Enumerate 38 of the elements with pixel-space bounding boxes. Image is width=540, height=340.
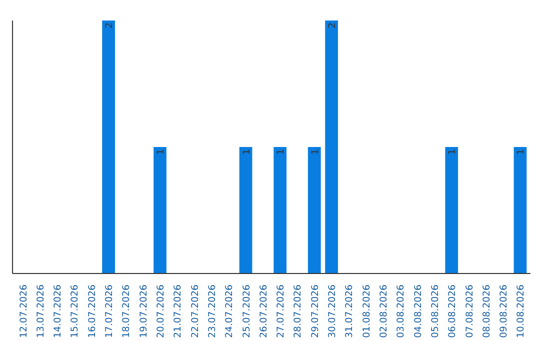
x-tick-label: 15.07.2026 — [70, 284, 81, 338]
x-tick-label: 14.07.2026 — [52, 284, 64, 338]
x-tick-label: 26.07.2026 — [258, 284, 270, 338]
x-tick-label: 13.07.2026 — [35, 284, 46, 338]
x-tick-label: 30.07.2026 — [327, 284, 338, 338]
data-label: 1 — [276, 148, 287, 155]
data-label: 2 — [104, 22, 116, 28]
x-tick-label: 12.07.2026 — [18, 284, 30, 338]
x-tick-label: 31.07.2026 — [344, 284, 356, 338]
data-label: 1 — [156, 148, 167, 155]
x-tick-label: 20.07.2026 — [156, 284, 167, 338]
x-tick-label: 19.07.2026 — [138, 284, 150, 338]
x-tick-label: 27.07.2026 — [276, 284, 287, 338]
x-tick-label: 08.08.2026 — [481, 284, 492, 338]
x-tick-label: 10.08.2026 — [516, 284, 527, 338]
x-tick-label: 01.08.2026 — [361, 284, 372, 338]
x-tick-label: 05.08.2026 — [430, 284, 441, 338]
x-tick-label: 09.08.2026 — [498, 284, 510, 338]
x-tick-label: 24.07.2026 — [224, 284, 236, 338]
x-tick-label: 22.07.2026 — [190, 284, 201, 338]
x-tick-label: 17.07.2026 — [104, 284, 116, 338]
x-tick-label: 07.08.2026 — [464, 284, 476, 338]
x-tick-label: 06.08.2026 — [447, 284, 458, 338]
x-tick-label: 23.07.2026 — [206, 284, 218, 338]
x-tick-label: 25.07.2026 — [241, 284, 252, 338]
data-label: 1 — [516, 148, 527, 155]
data-label: 1 — [241, 148, 252, 155]
x-tick-label: 03.08.2026 — [396, 284, 407, 338]
x-tick-label: 04.08.2026 — [412, 284, 424, 338]
x-tick-label: 28.07.2026 — [292, 284, 304, 338]
data-label: 1 — [447, 148, 458, 155]
x-tick-label: 16.07.2026 — [86, 284, 98, 338]
data-label: 1 — [310, 148, 321, 155]
x-tick-label: 29.07.2026 — [310, 284, 321, 338]
data-label: 2 — [327, 22, 338, 28]
x-tick-label: 02.08.2026 — [378, 284, 390, 338]
x-tick-label: 18.07.2026 — [121, 284, 132, 338]
x-tick-label: 21.07.2026 — [172, 284, 184, 338]
